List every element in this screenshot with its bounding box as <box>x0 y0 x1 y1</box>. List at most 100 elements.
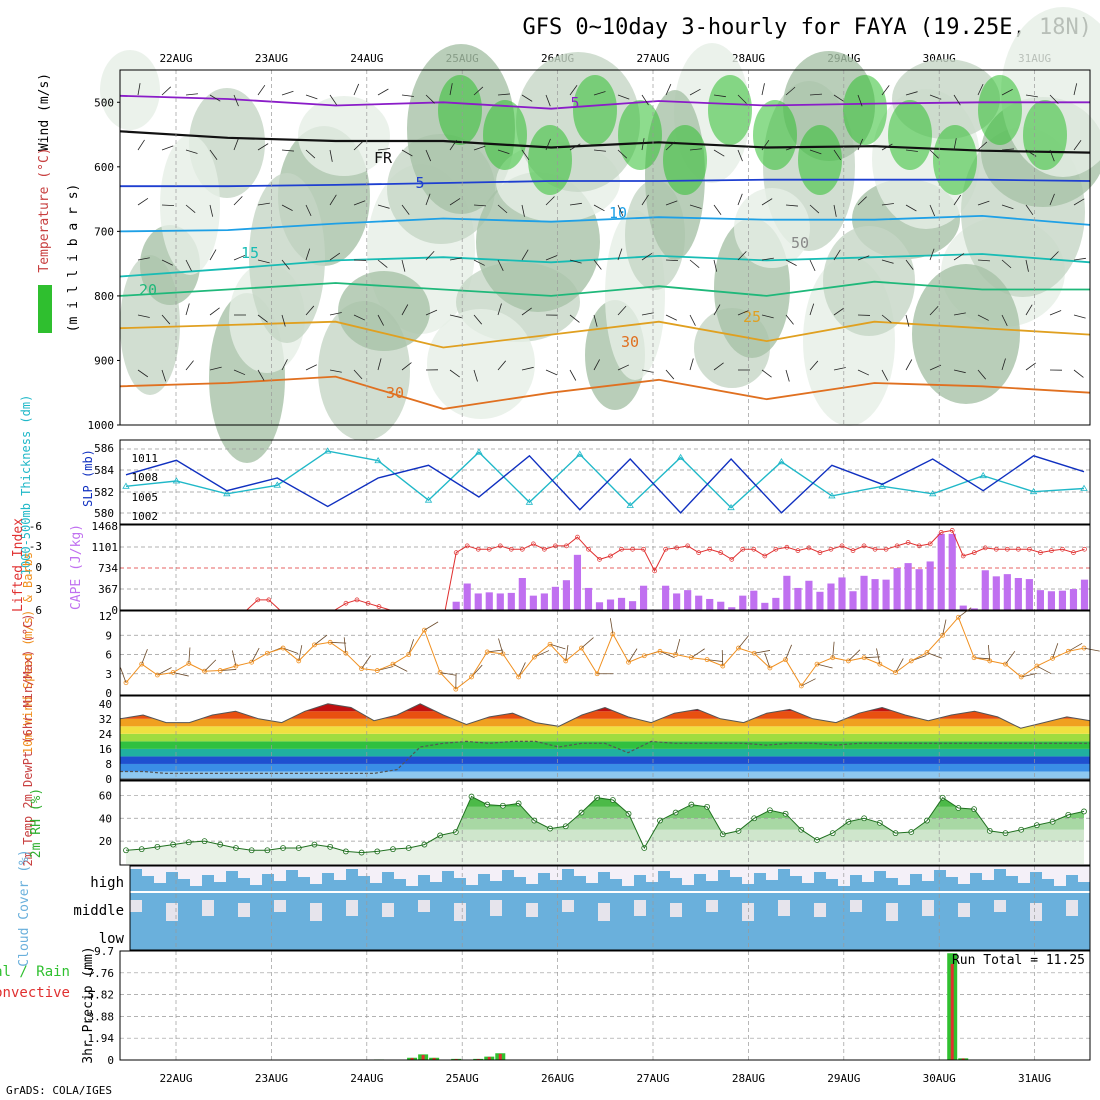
wind-barb <box>497 93 510 96</box>
thickness-line-marker <box>676 453 685 460</box>
high-cloud-gap <box>478 866 490 874</box>
slp-tick: 1002 <box>132 510 159 523</box>
high-cloud-gap <box>862 866 874 882</box>
wind-barb <box>473 204 486 207</box>
wind-barb <box>761 257 774 261</box>
wind-barb <box>545 94 551 107</box>
high-cloud-gap <box>958 866 970 884</box>
wind-barb <box>1049 251 1059 261</box>
li-marker <box>542 546 547 552</box>
wind-barb <box>425 149 432 162</box>
wind-barb <box>713 149 725 157</box>
temp-band <box>120 748 1090 757</box>
li-marker <box>839 543 845 549</box>
upper-air-frame <box>119 69 1091 426</box>
wind-barb <box>737 149 743 162</box>
wind-barb <box>977 200 990 206</box>
li-marker <box>575 534 580 540</box>
high-cloud-gap <box>694 866 706 874</box>
rh-swatch <box>38 285 52 333</box>
bottom-date-label: 25AUG <box>446 1072 479 1085</box>
precip-convective-bar <box>961 1058 965 1060</box>
precip-tick: 7.76 <box>88 967 115 980</box>
middle-cloud-gap <box>814 903 826 917</box>
temp-band <box>120 711 1090 719</box>
wind-barb <box>305 204 312 217</box>
wind-barb-10m <box>691 648 705 659</box>
precip-axis-label: 3hr Precip (mm) <box>81 946 96 1063</box>
wind-barb <box>401 304 409 316</box>
cape-tick: 1468 <box>92 520 119 533</box>
wind-tick: 6 <box>105 649 112 662</box>
wind-barb <box>641 194 649 206</box>
slp-tick: 1005 <box>132 491 159 504</box>
wind-barb-10m <box>157 667 172 676</box>
temp-tick: 40 <box>99 698 112 711</box>
thickness-line-marker <box>576 450 584 457</box>
wind-barb <box>257 202 270 206</box>
bottom-date-label: 27AUG <box>636 1072 669 1085</box>
cape-bar <box>1069 589 1078 610</box>
wind10m-panel: 0 3 6 9 12 10m Wind Speed (m/s) & Barbs <box>21 552 1100 754</box>
wind-barb <box>1025 204 1034 216</box>
wind-barb-10m <box>440 672 456 676</box>
li-marker <box>905 540 911 545</box>
temp-line <box>119 703 1091 780</box>
middle-cloud-gap <box>166 903 178 921</box>
wind-speed-marker <box>531 654 537 660</box>
cape-bar <box>849 591 857 610</box>
wind-barb <box>209 307 220 316</box>
wind-barb <box>161 259 173 266</box>
wind-barb <box>929 305 939 316</box>
isotherm-line <box>119 214 1091 233</box>
cape-bar <box>1047 591 1056 610</box>
wind-barb <box>521 204 525 217</box>
wind-barb <box>857 255 870 261</box>
wind-barb <box>377 358 382 371</box>
high-cloud-gap <box>1066 866 1078 875</box>
credit-label: GrADS: COLA/IGES <box>6 1084 112 1097</box>
wind-barb <box>329 94 338 106</box>
wind-barb <box>377 259 388 268</box>
high-cloud-gap <box>214 866 226 882</box>
wind-barb <box>881 143 893 151</box>
middle-cloud-gap <box>850 900 862 912</box>
li-marker <box>971 550 977 555</box>
wind-barb <box>281 314 286 327</box>
rh-shade <box>823 226 915 336</box>
li-tick: 0 <box>35 561 42 574</box>
rh-shade <box>912 264 1020 404</box>
wind-barb <box>329 149 333 162</box>
high-cloud-gap <box>1018 866 1030 883</box>
precip-tick: 9.7 <box>94 945 114 958</box>
high-cloud-gap <box>130 866 142 869</box>
wind-barb <box>1049 149 1055 162</box>
cape-bar <box>1036 590 1044 610</box>
wind-barb-10m <box>754 650 771 654</box>
wind-barb-10m <box>864 656 881 659</box>
wind-barb <box>665 83 672 96</box>
high-cloud-gap <box>142 866 154 876</box>
high-cloud-gap <box>262 866 274 874</box>
wind-barb <box>233 254 246 261</box>
precip-convective-bar <box>454 1058 458 1060</box>
high-cloud-gap <box>718 866 730 870</box>
rh2m-frame <box>119 780 1091 866</box>
cape-bar <box>838 577 846 610</box>
cape-bar <box>1014 577 1022 610</box>
wind-barb <box>161 145 174 151</box>
middle-cloud-gap <box>634 900 646 916</box>
precip-convective-bar <box>498 1053 502 1060</box>
temp-tick: 24 <box>99 728 113 741</box>
wind-barb <box>401 149 413 157</box>
wind-barb <box>761 314 774 319</box>
high-cloud-gap <box>802 866 814 883</box>
high-cloud-gap <box>922 866 934 881</box>
high-cloud-gap <box>250 866 262 885</box>
li-marker <box>652 568 657 574</box>
wind-barb <box>617 248 623 261</box>
cape-tick: 1101 <box>92 541 119 554</box>
high-cloud-gap <box>286 866 298 870</box>
wind-barb <box>833 249 841 261</box>
wind-barb-10m <box>534 650 550 658</box>
